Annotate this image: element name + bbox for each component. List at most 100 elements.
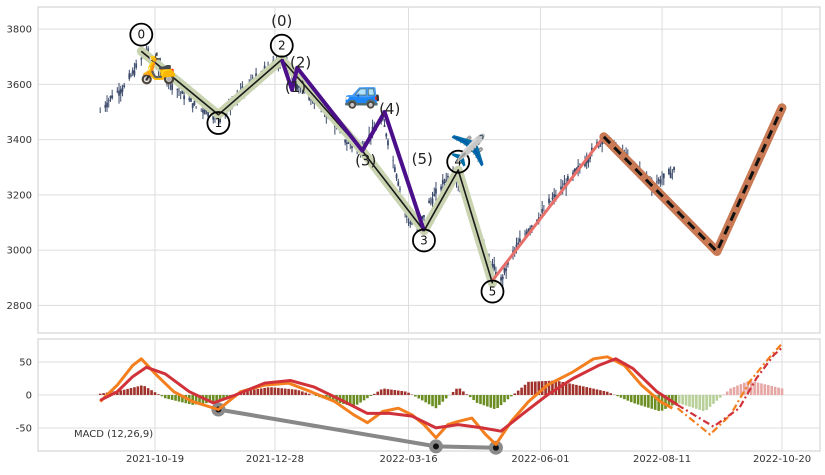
histogram-bar xyxy=(585,387,588,395)
car-icon: 🚙 xyxy=(344,76,381,111)
histogram-bar xyxy=(174,395,177,401)
histogram-bar xyxy=(483,395,486,405)
subwave-label: (4) xyxy=(379,100,400,118)
histogram-bar xyxy=(102,393,105,395)
wave-label-1: 1 xyxy=(215,116,223,130)
histogram-bar xyxy=(726,391,729,395)
histogram-bar xyxy=(137,386,140,395)
histogram-bar xyxy=(154,392,157,395)
histogram-bar xyxy=(479,395,482,404)
x-tick-label: 2022-06-01 xyxy=(511,454,569,465)
histogram-bar xyxy=(150,390,153,395)
histogram-bar xyxy=(380,389,383,395)
histogram-bar xyxy=(359,395,362,403)
histogram-bar xyxy=(503,395,506,402)
x-tick-label: 2021-10-19 xyxy=(126,454,184,465)
wave-label-3: 3 xyxy=(420,233,428,247)
histogram-bar xyxy=(387,389,390,395)
histogram-bar xyxy=(407,393,410,395)
histogram-bar xyxy=(781,388,784,395)
histogram-bar xyxy=(428,395,431,404)
histogram-bar xyxy=(126,389,129,395)
histogram-bar xyxy=(161,395,164,396)
histogram-bar xyxy=(435,395,438,408)
x-tick-label: 2022-10-20 xyxy=(753,454,811,465)
histogram-bar xyxy=(688,395,691,407)
histogram-bar xyxy=(147,388,150,395)
histogram-bar xyxy=(531,382,534,395)
histogram-bar xyxy=(130,388,133,395)
histogram-bar xyxy=(630,395,633,402)
histogram-bar xyxy=(298,390,301,395)
histogram-bar xyxy=(685,395,688,406)
wave-label-2: 2 xyxy=(278,39,286,53)
histogram-bar xyxy=(716,395,719,401)
histogram-bar xyxy=(599,390,602,395)
histogram-bar xyxy=(455,389,458,395)
histogram-bar xyxy=(284,389,287,395)
histogram-bar xyxy=(294,390,297,395)
histogram-bar xyxy=(356,395,359,405)
histogram-bar xyxy=(277,388,280,395)
histogram-bar xyxy=(438,395,441,405)
histogram-bar xyxy=(620,395,623,398)
histogram-bar xyxy=(404,391,407,395)
histogram-bar xyxy=(606,392,609,395)
x-tick-label: 2022-03-16 xyxy=(379,454,437,465)
histogram-bar xyxy=(736,386,739,395)
histogram-bar xyxy=(592,389,595,395)
macd-y-tick-label: 50 xyxy=(19,358,32,369)
histogram-bar xyxy=(627,395,630,401)
histogram-bar xyxy=(472,395,475,400)
histogram-bar xyxy=(376,392,379,395)
histogram-bar xyxy=(394,390,397,395)
macd-label: MACD (12,26,9) xyxy=(74,429,153,440)
histogram-bar xyxy=(270,387,273,395)
histogram-bar xyxy=(705,395,708,410)
histogram-bar xyxy=(582,386,585,395)
histogram-bar xyxy=(476,395,479,403)
price-y-tick-label: 3200 xyxy=(7,190,32,201)
histogram-bar xyxy=(640,395,643,406)
histogram-bar xyxy=(452,392,455,395)
histogram-bar xyxy=(280,388,283,395)
histogram-bar xyxy=(256,389,259,395)
histogram-bar xyxy=(253,390,256,395)
price-y-tick-label: 3400 xyxy=(7,135,32,146)
histogram-bar xyxy=(304,393,307,395)
histogram-bar xyxy=(274,388,277,395)
histogram-bar xyxy=(370,395,373,396)
histogram-bar xyxy=(459,389,462,395)
histogram-bar xyxy=(469,395,472,397)
histogram-bar xyxy=(301,391,304,395)
histogram-bar xyxy=(414,395,417,397)
histogram-bar xyxy=(308,394,311,395)
histogram-bar xyxy=(171,395,174,400)
histogram-bar xyxy=(596,389,599,395)
histogram-bar xyxy=(462,391,465,395)
histogram-bar xyxy=(603,391,606,395)
histogram-bar xyxy=(287,389,290,395)
histogram-bar xyxy=(291,389,294,395)
histogram-bar xyxy=(167,395,170,399)
price-y-tick-label: 3600 xyxy=(7,80,32,91)
histogram-bar xyxy=(418,395,421,398)
histogram-bar xyxy=(507,395,510,399)
histogram-bar xyxy=(777,388,780,395)
histogram-bar xyxy=(513,393,516,395)
histogram-bar xyxy=(164,395,167,398)
histogram-bar xyxy=(572,384,575,395)
histogram-bar xyxy=(760,383,763,395)
histogram-bar xyxy=(753,382,756,395)
histogram-bar xyxy=(442,395,445,402)
histogram-bar xyxy=(383,389,386,395)
histogram-bar xyxy=(527,382,530,395)
histogram-bar xyxy=(616,395,619,396)
histogram-bar xyxy=(633,395,636,403)
histogram-bar xyxy=(517,391,520,395)
histogram-bar xyxy=(719,395,722,398)
histogram-bar xyxy=(366,395,369,398)
subwave-label: (0) xyxy=(271,12,292,30)
